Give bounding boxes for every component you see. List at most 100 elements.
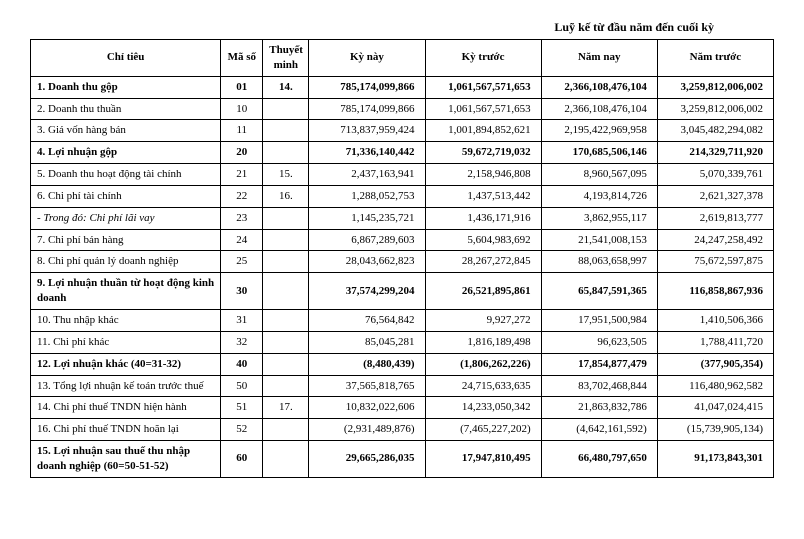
row-value: 37,574,299,204 <box>309 273 425 310</box>
row-value: 3,862,955,117 <box>541 207 657 229</box>
row-value: 17,854,877,479 <box>541 353 657 375</box>
row-code: 52 <box>221 419 263 441</box>
row-value: 6,867,289,603 <box>309 229 425 251</box>
row-value: (377,905,354) <box>657 353 773 375</box>
row-value: 28,043,662,823 <box>309 251 425 273</box>
table-body: 1. Doanh thu gộp0114.785,174,099,8661,06… <box>31 76 774 477</box>
table-row: 6. Chi phí tài chính2216.1,288,052,7531,… <box>31 185 774 207</box>
table-row: 13. Tổng lợi nhuận kế toán trước thuế503… <box>31 375 774 397</box>
row-label: 7. Chi phí bán hàng <box>31 229 221 251</box>
row-value: 21,541,008,153 <box>541 229 657 251</box>
row-label: 8. Chi phí quản lý doanh nghiệp <box>31 251 221 273</box>
row-value: 66,480,797,650 <box>541 441 657 478</box>
row-note <box>263 273 309 310</box>
row-value: (8,480,439) <box>309 353 425 375</box>
row-value: (4,642,161,592) <box>541 419 657 441</box>
row-code: 01 <box>221 76 263 98</box>
row-note <box>263 207 309 229</box>
row-value: 26,521,895,861 <box>425 273 541 310</box>
row-code: 24 <box>221 229 263 251</box>
row-value: 88,063,658,997 <box>541 251 657 273</box>
row-value: 1,001,894,852,621 <box>425 120 541 142</box>
row-note: 17. <box>263 397 309 419</box>
row-note <box>263 331 309 353</box>
table-row: 12. Lợi nhuận khác (40=31-32)40 (8,480,43… <box>31 353 774 375</box>
row-value: 10,832,022,606 <box>309 397 425 419</box>
row-label: 6. Chi phí tài chính <box>31 185 221 207</box>
table-row: 5. Doanh thu hoạt động tài chính2115.2,4… <box>31 164 774 186</box>
row-value: 3,045,482,294,082 <box>657 120 773 142</box>
row-note: 14. <box>263 76 309 98</box>
row-value: 214,329,711,920 <box>657 142 773 164</box>
row-value: 83,702,468,844 <box>541 375 657 397</box>
table-row: 9. Lợi nhuận thuần từ hoạt động kinh doa… <box>31 273 774 310</box>
row-value: 71,336,140,442 <box>309 142 425 164</box>
row-value: 1,061,567,571,653 <box>425 98 541 120</box>
row-value: (15,739,905,134) <box>657 419 773 441</box>
row-label: 1. Doanh thu gộp <box>31 76 221 98</box>
row-note <box>263 353 309 375</box>
row-value: 3,259,812,006,002 <box>657 76 773 98</box>
col-prev-period: Kỳ trước <box>425 40 541 77</box>
row-note <box>263 375 309 397</box>
row-note <box>263 441 309 478</box>
row-value: 8,960,567,095 <box>541 164 657 186</box>
row-value: 75,672,597,875 <box>657 251 773 273</box>
row-value: 24,715,633,635 <box>425 375 541 397</box>
table-row: 16. Chi phí thuế TNDN hoãn lại52 (2,931,4… <box>31 419 774 441</box>
col-code: Mã số <box>221 40 263 77</box>
row-note <box>263 251 309 273</box>
row-code: 32 <box>221 331 263 353</box>
table-row: 14. Chi phí thuế TNDN hiện hành5117.10,8… <box>31 397 774 419</box>
row-value: 91,173,843,301 <box>657 441 773 478</box>
row-label: 12. Lợi nhuận khác (40=31-32) <box>31 353 221 375</box>
row-value: (2,931,489,876) <box>309 419 425 441</box>
row-value: 29,665,286,035 <box>309 441 425 478</box>
row-label: 5. Doanh thu hoạt động tài chính <box>31 164 221 186</box>
row-value: 14,233,050,342 <box>425 397 541 419</box>
table-row: 11. Chi phí khác3285,045,2811,816,189,49… <box>31 331 774 353</box>
row-value: 1,288,052,753 <box>309 185 425 207</box>
row-code: 31 <box>221 309 263 331</box>
row-value: 785,174,099,866 <box>309 98 425 120</box>
row-value: 17,951,500,984 <box>541 309 657 331</box>
row-value: 1,145,235,721 <box>309 207 425 229</box>
row-value: 1,061,567,571,653 <box>425 76 541 98</box>
row-value: 37,565,818,765 <box>309 375 425 397</box>
row-label: 2. Doanh thu thuần <box>31 98 221 120</box>
row-label: 16. Chi phí thuế TNDN hoãn lại <box>31 419 221 441</box>
table-row: - Trong đó: Chi phí lãi vay231,145,235,7… <box>31 207 774 229</box>
row-value: 76,564,842 <box>309 309 425 331</box>
row-value: (1,806,262,226) <box>425 353 541 375</box>
row-code: 40 <box>221 353 263 375</box>
row-note: 16. <box>263 185 309 207</box>
row-value: 3,259,812,006,002 <box>657 98 773 120</box>
col-prev-year: Năm trước <box>657 40 773 77</box>
row-value: 21,863,832,786 <box>541 397 657 419</box>
row-label: 3. Giá vốn hàng bán <box>31 120 221 142</box>
table-row: 3. Giá vốn hàng bán11 713,837,959,4241,00… <box>31 120 774 142</box>
row-value: 713,837,959,424 <box>309 120 425 142</box>
row-value: 116,480,962,582 <box>657 375 773 397</box>
row-note <box>263 309 309 331</box>
row-value: 1,816,189,498 <box>425 331 541 353</box>
col-indicator: Chỉ tiêu <box>31 40 221 77</box>
table-row: 15. Lợi nhuận sau thuế thu nhập doanh ng… <box>31 441 774 478</box>
row-label: 15. Lợi nhuận sau thuế thu nhập doanh ng… <box>31 441 221 478</box>
row-code: 51 <box>221 397 263 419</box>
row-code: 23 <box>221 207 263 229</box>
row-value: 2,621,327,378 <box>657 185 773 207</box>
row-label: 9. Lợi nhuận thuần từ hoạt động kinh doa… <box>31 273 221 310</box>
row-value: 4,193,814,726 <box>541 185 657 207</box>
row-value: 1,410,506,366 <box>657 309 773 331</box>
row-value: 116,858,867,936 <box>657 273 773 310</box>
table-header-row: Chỉ tiêu Mã số Thuyết minh Kỳ này Kỳ trư… <box>31 40 774 77</box>
row-value: 85,045,281 <box>309 331 425 353</box>
row-value: 24,247,258,492 <box>657 229 773 251</box>
row-note <box>263 142 309 164</box>
table-row: 1. Doanh thu gộp0114.785,174,099,8661,06… <box>31 76 774 98</box>
row-code: 11 <box>221 120 263 142</box>
row-code: 10 <box>221 98 263 120</box>
row-value: 41,047,024,415 <box>657 397 773 419</box>
col-this-period: Kỳ này <box>309 40 425 77</box>
